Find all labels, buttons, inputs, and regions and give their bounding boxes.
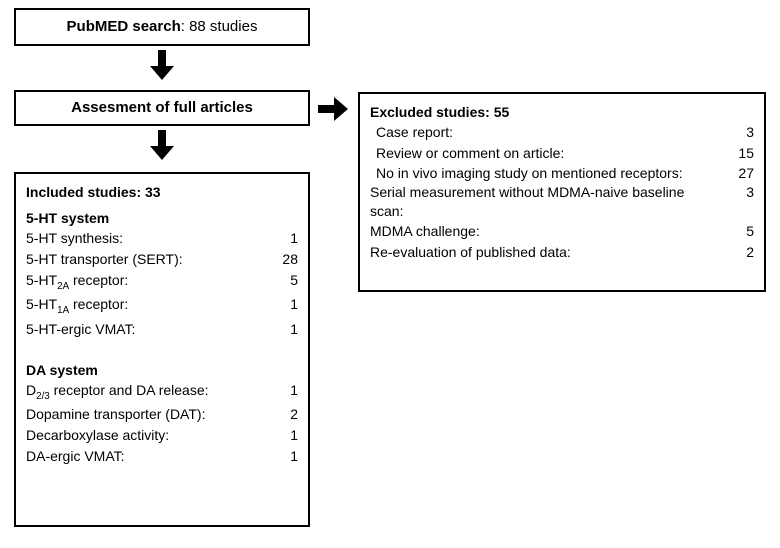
excluded-studies-box: Excluded studies: 55 Case report:3 Revie… <box>358 92 766 292</box>
excluded-title: Excluded studies: 55 <box>370 104 754 120</box>
section-heading: DA system <box>26 362 298 378</box>
arrow-down-icon <box>148 128 176 164</box>
list-item: No in vivo imaging study on mentioned re… <box>376 164 754 183</box>
list-item: Re-evaluation of published data:2 <box>370 242 754 263</box>
list-item: D2/3 receptor and DA release:1 <box>26 380 298 404</box>
arrow-right-icon <box>316 95 352 123</box>
list-item: Dopamine transporter (DAT):2 <box>26 404 298 425</box>
item-label: 5-HT2A receptor: <box>26 270 264 294</box>
list-item: 5-HT-ergic VMAT:1 <box>26 319 298 340</box>
list-item: 5-HT2A receptor:5 <box>26 270 298 294</box>
arrow-down-icon <box>148 48 176 84</box>
item-label: D2/3 receptor and DA release: <box>26 380 264 404</box>
assessment-label: Assesment of full articles <box>71 99 253 116</box>
list-item: 5-HT synthesis:1 <box>26 228 298 249</box>
pubmed-search-box: PubMED search: 88 studies <box>14 8 310 46</box>
list-item: Review or comment on article:15 <box>376 143 754 164</box>
pubmed-label-prefix: PubMED search <box>67 18 181 35</box>
list-item: Serial measurement without MDMA-naive ba… <box>370 183 754 221</box>
list-item: 5-HT1A receptor:1 <box>26 294 298 318</box>
section-heading: 5-HT system <box>26 210 298 226</box>
pubmed-label-suffix: : 88 studies <box>181 18 258 35</box>
assessment-box: Assesment of full articles <box>14 90 310 126</box>
list-item: MDMA challenge:5 <box>370 221 754 242</box>
included-studies-box: Included studies: 33 5-HT system 5-HT sy… <box>14 172 310 527</box>
list-item: 5-HT transporter (SERT):28 <box>26 249 298 270</box>
item-label: 5-HT1A receptor: <box>26 294 264 318</box>
list-item: DA-ergic VMAT:1 <box>26 446 298 467</box>
list-item: Decarboxylase activity:1 <box>26 425 298 446</box>
included-title: Included studies: 33 <box>26 184 298 200</box>
list-item: Case report:3 <box>376 122 754 143</box>
